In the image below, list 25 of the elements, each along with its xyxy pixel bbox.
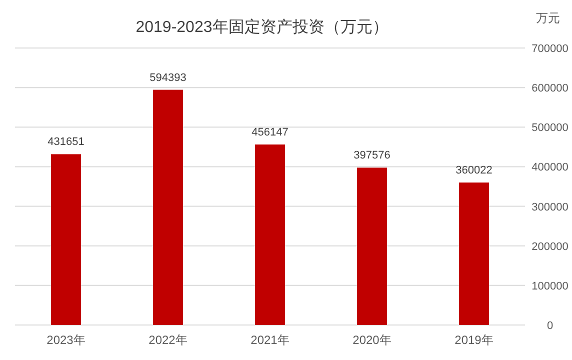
data-label: 397576	[354, 150, 390, 162]
y-tick-label: 500000	[532, 122, 568, 134]
chart-title: 2019-2023年固定资产投资（万元）	[136, 18, 388, 36]
y-tick-label: 200000	[532, 240, 568, 253]
data-label: 360022	[456, 164, 492, 177]
data-label: 594393	[150, 72, 186, 84]
bar	[255, 144, 285, 325]
data-label: 431651	[48, 136, 84, 148]
bar	[51, 154, 81, 325]
x-tick-label: 2019年	[454, 333, 494, 347]
y-tick-label: 700000	[532, 43, 568, 55]
y-axis-title: 万元	[536, 11, 560, 25]
y-tick-label: 0	[546, 320, 554, 332]
y-tick-label: 300000	[532, 201, 568, 214]
x-tick-label: 2022年	[148, 333, 188, 347]
y-tick-label: 600000	[532, 82, 568, 95]
data-label: 456147	[252, 126, 288, 138]
bar	[153, 90, 183, 325]
x-tick-label: 2020年	[352, 333, 392, 347]
bar	[357, 168, 387, 325]
x-tick-label: 2021年	[250, 333, 290, 347]
bar	[459, 182, 489, 325]
y-tick-label: 100000	[532, 280, 568, 292]
x-tick-label: 2023年	[46, 333, 86, 347]
y-tick-label: 400000	[532, 162, 568, 174]
